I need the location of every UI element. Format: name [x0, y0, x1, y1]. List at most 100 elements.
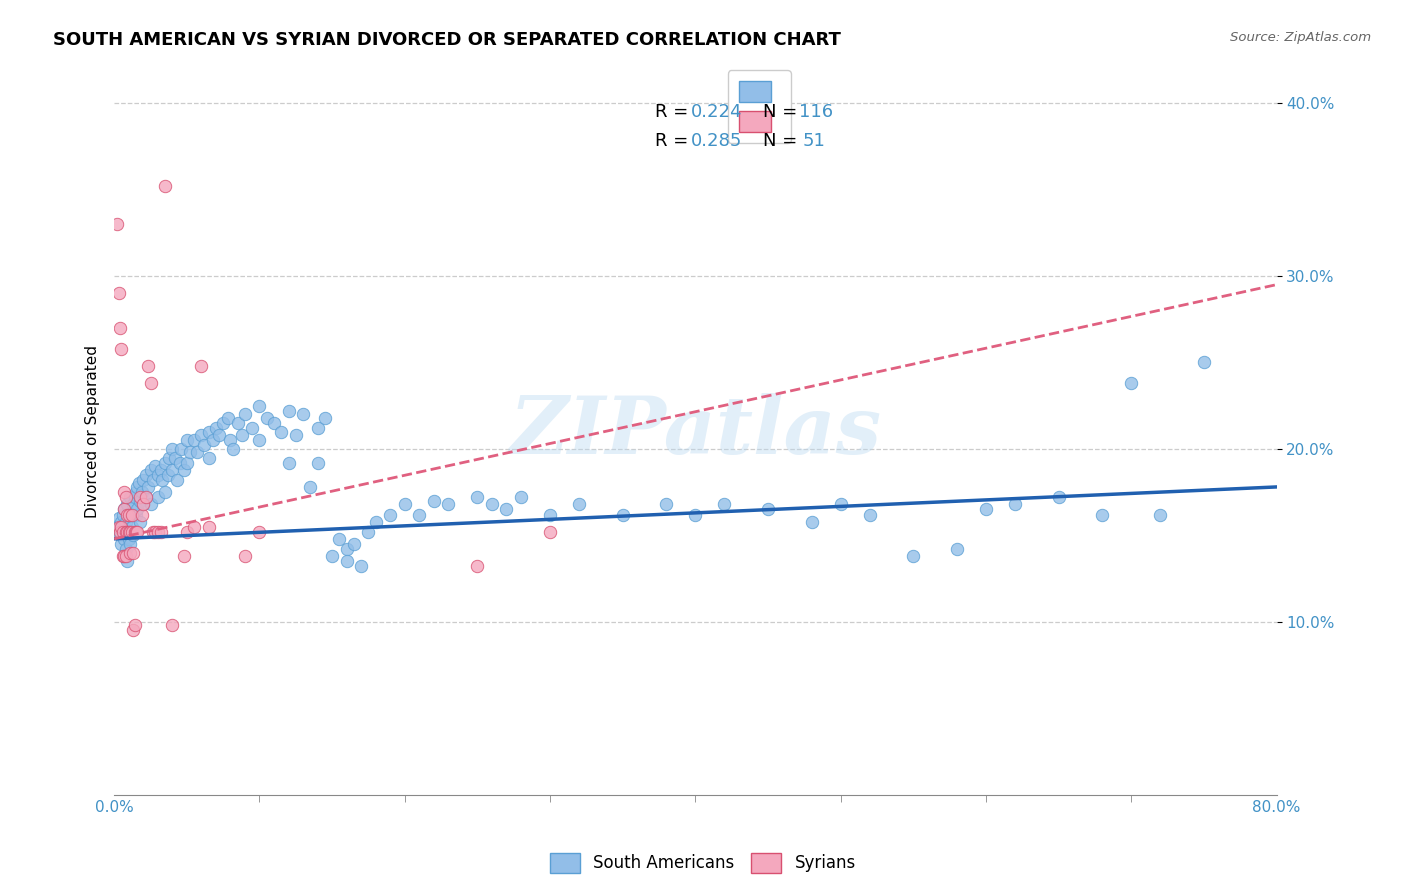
Point [118, 508, 141, 522]
Point [153, 179, 176, 194]
Point [197, 425, 219, 439]
Point [568, 497, 591, 511]
Point [364, 515, 387, 529]
Point [277, 456, 299, 470]
Point [299, 480, 322, 494]
Point [1004, 497, 1026, 511]
Point [321, 549, 343, 563]
Point [142, 524, 165, 539]
Point [117, 497, 139, 511]
Point [105, 519, 128, 533]
Point [408, 508, 430, 522]
Point [176, 524, 198, 539]
Point [756, 502, 779, 516]
Point [336, 554, 359, 568]
Point [190, 428, 212, 442]
Point [146, 467, 169, 482]
Point [394, 497, 416, 511]
Point [114, 515, 136, 529]
Point [135, 467, 157, 482]
Point [142, 473, 165, 487]
Point [197, 519, 219, 533]
Point [277, 404, 299, 418]
Point [1192, 355, 1215, 369]
Point [217, 410, 239, 425]
Text: Source: ZipAtlas.com: Source: ZipAtlas.com [1230, 31, 1371, 45]
Point [183, 434, 205, 448]
Point [118, 508, 141, 522]
Point [128, 476, 150, 491]
Point [685, 508, 707, 522]
Point [129, 515, 152, 529]
Point [114, 542, 136, 557]
Point [538, 524, 561, 539]
Point [713, 497, 735, 511]
Point [112, 549, 135, 563]
Point [166, 473, 188, 487]
Point [307, 456, 329, 470]
Point [197, 450, 219, 465]
Point [125, 508, 148, 522]
Point [1047, 491, 1070, 505]
Point [120, 524, 142, 539]
Point [132, 497, 155, 511]
Point [240, 421, 263, 435]
Point [179, 445, 201, 459]
Point [222, 442, 245, 456]
Point [117, 554, 139, 568]
Point [146, 524, 169, 539]
Point [467, 559, 489, 574]
Point [249, 434, 271, 448]
Point [121, 508, 143, 522]
Point [114, 549, 136, 563]
Point [212, 416, 235, 430]
Point [110, 515, 132, 529]
Point [183, 519, 205, 533]
Point [162, 442, 184, 456]
Text: N =: N = [763, 132, 803, 150]
Point [135, 491, 157, 505]
Point [120, 537, 142, 551]
Point [437, 497, 460, 511]
Point [146, 491, 169, 505]
Point [156, 467, 179, 482]
Point [292, 407, 315, 421]
Point [336, 542, 359, 557]
Text: 51: 51 [803, 132, 825, 150]
Point [162, 463, 184, 477]
Point [114, 524, 136, 539]
Point [173, 549, 195, 563]
Point [118, 532, 141, 546]
Point [256, 410, 278, 425]
Point [122, 624, 145, 638]
Point [249, 399, 271, 413]
Point [111, 524, 134, 539]
Text: R =: R = [655, 103, 693, 121]
Point [122, 528, 145, 542]
Point [176, 456, 198, 470]
Point [107, 519, 129, 533]
Text: N =: N = [763, 103, 803, 121]
Point [136, 359, 159, 373]
Point [481, 497, 503, 511]
Point [149, 463, 172, 477]
Point [125, 524, 148, 539]
Point [205, 421, 228, 435]
Y-axis label: Divorced or Separated: Divorced or Separated [86, 345, 100, 518]
Point [1121, 376, 1143, 391]
Point [1149, 508, 1171, 522]
Point [129, 493, 152, 508]
Point [149, 524, 172, 539]
Point [157, 450, 180, 465]
Point [423, 493, 446, 508]
Point [110, 342, 132, 356]
Point [110, 537, 132, 551]
Point [120, 491, 142, 505]
Point [105, 217, 128, 231]
Text: R =: R = [655, 132, 693, 150]
Point [538, 508, 561, 522]
Point [124, 491, 146, 505]
Point [1091, 508, 1114, 522]
Point [284, 428, 307, 442]
Point [121, 524, 143, 539]
